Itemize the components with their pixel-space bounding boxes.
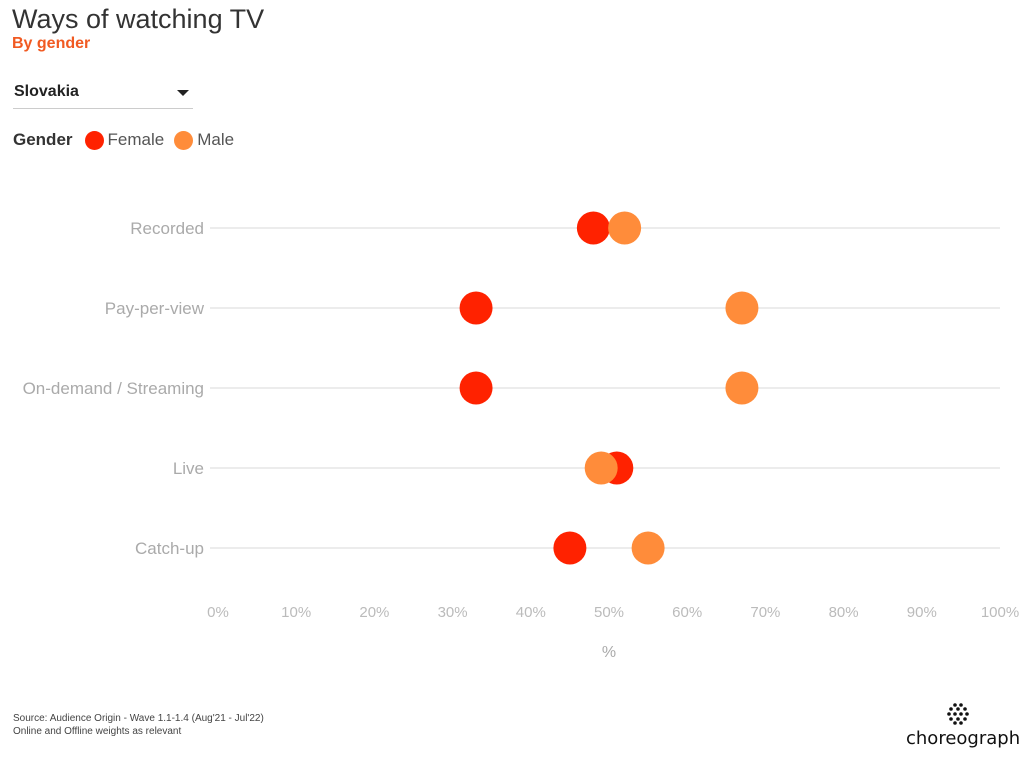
x-axis-label: % [602,644,616,661]
legend: Gender Female Male [13,128,244,152]
data-point-male [725,371,759,405]
category-label: Live [173,459,204,478]
legend-label-male: Male [197,130,235,149]
legend-title: Gender [13,130,73,149]
chevron-down-icon[interactable] [177,90,189,96]
x-tick-label: 80% [829,604,859,621]
x-tick-label: 30% [438,604,468,621]
category-label: On-demand / Streaming [23,379,204,398]
x-tick-label: 60% [672,604,702,621]
legend-label-female: Female [107,130,165,149]
data-point-female [459,291,493,325]
x-tick-label: 70% [750,604,780,621]
country-dropdown[interactable]: Slovakia [13,78,193,109]
category-label: Catch-up [135,539,204,558]
logo-mark-icon [947,703,969,725]
data-point-male [584,451,618,485]
category-label: Recorded [130,219,204,238]
x-tick-label: 90% [907,604,937,621]
x-tick-label: 0% [207,604,229,621]
choreograph-logo: choreograph [906,702,1020,752]
category-label: Pay-per-view [105,299,205,318]
legend-swatch-male [174,130,194,150]
legend-item-male[interactable]: Male [174,130,234,150]
data-point-female [553,531,587,565]
chart-subtitle: By gender [12,35,91,52]
x-tick-label: 10% [281,604,311,621]
data-point-male [631,531,665,565]
data-point-male [608,211,642,245]
logo-text: choreograph [906,728,1021,749]
x-tick-label: 40% [516,604,546,621]
legend-item-female[interactable]: Female [84,130,165,150]
data-point-male [725,291,759,325]
country-dropdown-value: Slovakia [14,83,79,100]
x-tick-label: 100% [981,604,1019,621]
dot-plot-chart: Recorded Pay-per-view On-demand / Streamin… [23,211,1019,661]
source-note: Source: Audience Origin - Wave 1.1-1.4 (… [13,712,264,738]
source-line-2: Online and Offline weights as relevant [13,726,182,737]
x-tick-label: 50% [594,604,624,621]
data-point-female [459,371,493,405]
data-point-female [576,211,610,245]
x-tick-label: 20% [359,604,389,621]
source-line-1: Source: Audience Origin - Wave 1.1-1.4 (… [13,713,264,724]
chart-title: Ways of watching TV [12,4,265,34]
legend-swatch-female [84,130,104,150]
